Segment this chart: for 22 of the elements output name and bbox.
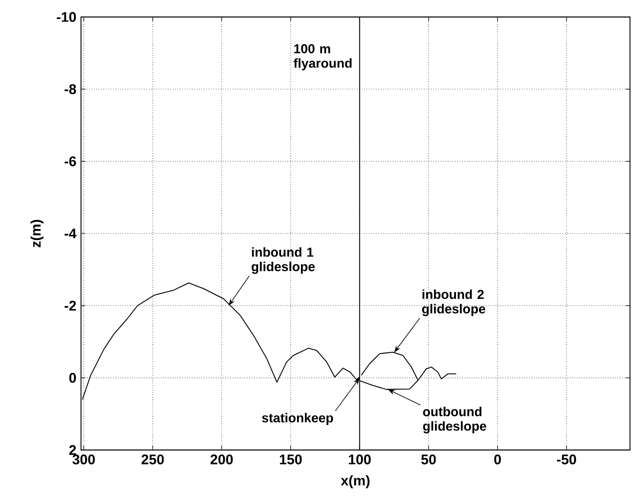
x-axis-title: x(m) (340, 475, 370, 488)
x-tick-label: 0 (494, 454, 501, 464)
x-tick-label: 150 (280, 454, 302, 464)
y-axis-title: z(m) (30, 220, 44, 248)
x-tick-label: 50 (421, 454, 436, 464)
y-tick-label: -6 (64, 156, 76, 166)
y-tick-label: -10 (56, 12, 76, 22)
y-tick-label: 0 (69, 372, 76, 383)
y-tick-label: -4 (64, 228, 76, 238)
y-tick-label: -8 (64, 84, 76, 94)
y-tick-label: -2 (64, 300, 76, 311)
annotation: inbound 2 glideslope (422, 289, 486, 316)
x-tick-label: -50 (557, 454, 576, 464)
x-tick-label: 100 (348, 454, 371, 464)
ref-line-label: 100 m flyaround (294, 44, 352, 70)
annotation: outbound glideslope (423, 406, 486, 434)
y-tick-label: 2 (69, 445, 76, 455)
x-tick-label: 250 (142, 454, 164, 464)
x-tick-label: 200 (210, 454, 233, 464)
annotation: inbound 1 glideslope (252, 247, 315, 274)
annotation: stationkeep (262, 412, 334, 425)
x-tick-label: 300 (72, 454, 95, 464)
